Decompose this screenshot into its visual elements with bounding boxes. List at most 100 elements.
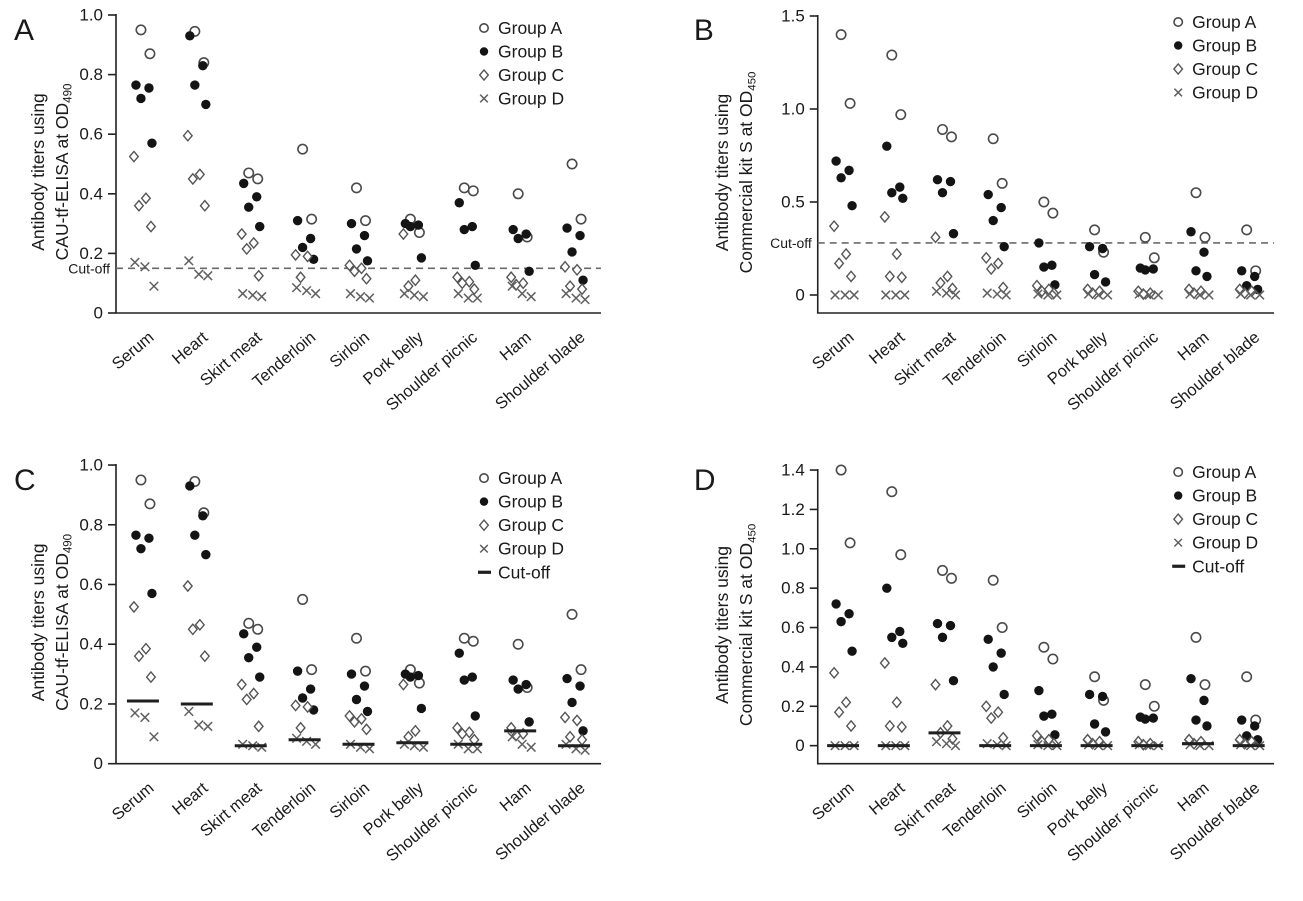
- filled-circle-marker: [1173, 491, 1183, 500]
- x-cross-marker: [1102, 290, 1113, 300]
- legend-label: Cut-off: [1192, 556, 1244, 576]
- legend-item: Group B: [1173, 35, 1257, 56]
- filled-circle-marker: [937, 188, 948, 198]
- filled-circle-marker: [255, 672, 265, 682]
- open-diamond-marker: [452, 271, 463, 284]
- x-cross-marker: [418, 742, 429, 753]
- x-category-label: Shoulder blade: [1167, 779, 1263, 864]
- x-cross-marker: [1235, 289, 1246, 299]
- x-cross-marker: [409, 290, 420, 300]
- x-cross-marker: [479, 544, 489, 554]
- filled-circle-marker: [1237, 266, 1247, 276]
- open-diamond-marker: [356, 262, 367, 275]
- legend-item: Group C: [478, 65, 564, 85]
- filled-circle-marker: [578, 275, 588, 285]
- filled-circle-marker: [198, 511, 208, 521]
- legend-marker: [1173, 88, 1183, 97]
- filled-circle-marker: [932, 174, 943, 185]
- open-circle-marker: [1190, 631, 1202, 643]
- filled-circle-marker: [524, 266, 534, 276]
- y-tick-label: 1.0: [781, 99, 805, 118]
- open-diamond-marker: [828, 666, 840, 680]
- open-circle-marker: [350, 632, 362, 644]
- legend-label: Group B: [1192, 486, 1257, 506]
- open-diamond-marker: [571, 263, 583, 276]
- open-diamond-marker: [457, 277, 468, 290]
- filled-circle-marker: [454, 648, 464, 658]
- legend-marker: [479, 94, 489, 103]
- filled-circle-marker: [467, 672, 477, 682]
- filled-circle-marker: [508, 675, 518, 685]
- legend-marker: [1172, 62, 1184, 76]
- open-circle-marker: [458, 182, 470, 194]
- filled-circle-marker: [190, 80, 200, 90]
- open-diamond-marker: [349, 715, 360, 729]
- legend: Group A Group B Group C Group D: [478, 18, 564, 109]
- open-diamond-marker: [199, 199, 211, 212]
- y-axis-label-line1: Antibody titers using: [28, 93, 48, 251]
- panel-c-chart: C 0 0.2 0.4 0.6 0.8 1.0 Antibody titers using CA…: [14, 456, 601, 865]
- legend-label: Group C: [1192, 509, 1258, 529]
- filled-circle-marker: [948, 228, 959, 239]
- legend-item: Group D: [1173, 82, 1258, 103]
- open-diamond-marker: [187, 172, 199, 186]
- filled-circle-marker: [1034, 238, 1044, 248]
- panel-d: D 0 0.2 0.4 0.6 0.8 1.0 1.2 1.4 Antibody titers u…: [652, 450, 1303, 901]
- x-cross-marker: [1173, 88, 1183, 97]
- y-tick-label: 1.0: [79, 6, 103, 25]
- open-diamond-marker: [344, 259, 355, 272]
- filled-circle-marker: [1034, 685, 1044, 696]
- x-cross-marker: [1052, 290, 1062, 300]
- y-tick-label: 0.8: [79, 65, 103, 84]
- x-category-label: Heart: [169, 779, 212, 819]
- y-tick-label: 0: [94, 304, 103, 323]
- open-circle-marker: [895, 109, 907, 121]
- open-diamond-marker: [452, 721, 463, 735]
- open-circle-marker: [835, 464, 847, 476]
- legend-marker: [479, 497, 489, 506]
- filled-circle-marker: [297, 693, 308, 703]
- open-circle-marker: [306, 213, 318, 225]
- open-circle-marker: [945, 131, 957, 143]
- x-cross-marker: [472, 743, 483, 754]
- open-circle-marker: [144, 48, 156, 60]
- filled-circle-marker: [999, 689, 1009, 700]
- open-diamond-marker: [248, 687, 259, 700]
- filled-circle-marker: [297, 242, 308, 253]
- x-cross-marker: [1001, 290, 1012, 300]
- y-axis-label-subscript: 490: [63, 84, 75, 103]
- x-cross-marker: [203, 270, 213, 281]
- x-cross-marker: [561, 288, 571, 299]
- x-cross-marker: [310, 739, 321, 750]
- open-diamond-marker: [981, 700, 992, 713]
- open-diamond-marker: [884, 270, 896, 283]
- open-diamond-marker: [840, 247, 852, 261]
- cutoff-label: Cut-off: [68, 260, 110, 276]
- filled-circle-marker: [454, 198, 464, 208]
- open-diamond-marker: [1031, 729, 1043, 743]
- open-diamond-marker: [559, 711, 571, 724]
- filled-circle-marker: [470, 260, 480, 271]
- x-cross-marker: [140, 712, 150, 723]
- open-diamond-marker: [985, 711, 997, 725]
- filled-circle-marker: [144, 83, 154, 93]
- open-circle-marker: [575, 664, 587, 676]
- legend-marker: [1172, 512, 1184, 526]
- open-diamond-marker: [128, 150, 140, 163]
- x-cross-marker: [355, 291, 366, 302]
- open-diamond-marker: [1172, 62, 1184, 76]
- x-cross-marker: [849, 290, 859, 300]
- open-diamond-marker: [564, 279, 576, 293]
- open-circle-marker: [886, 486, 898, 498]
- x-cross-marker: [130, 708, 140, 718]
- filled-circle-marker: [847, 646, 857, 656]
- filled-circle-marker: [1050, 730, 1060, 740]
- filled-circle-marker: [405, 672, 416, 682]
- legend-label: Cut-off: [498, 562, 550, 582]
- y-tick-label: 0: [795, 736, 804, 755]
- open-circle-marker: [467, 185, 479, 197]
- x-cross-marker: [301, 285, 312, 296]
- filled-circle-marker: [575, 230, 585, 241]
- x-cross-marker: [479, 94, 489, 103]
- filled-circle-marker: [1039, 262, 1049, 272]
